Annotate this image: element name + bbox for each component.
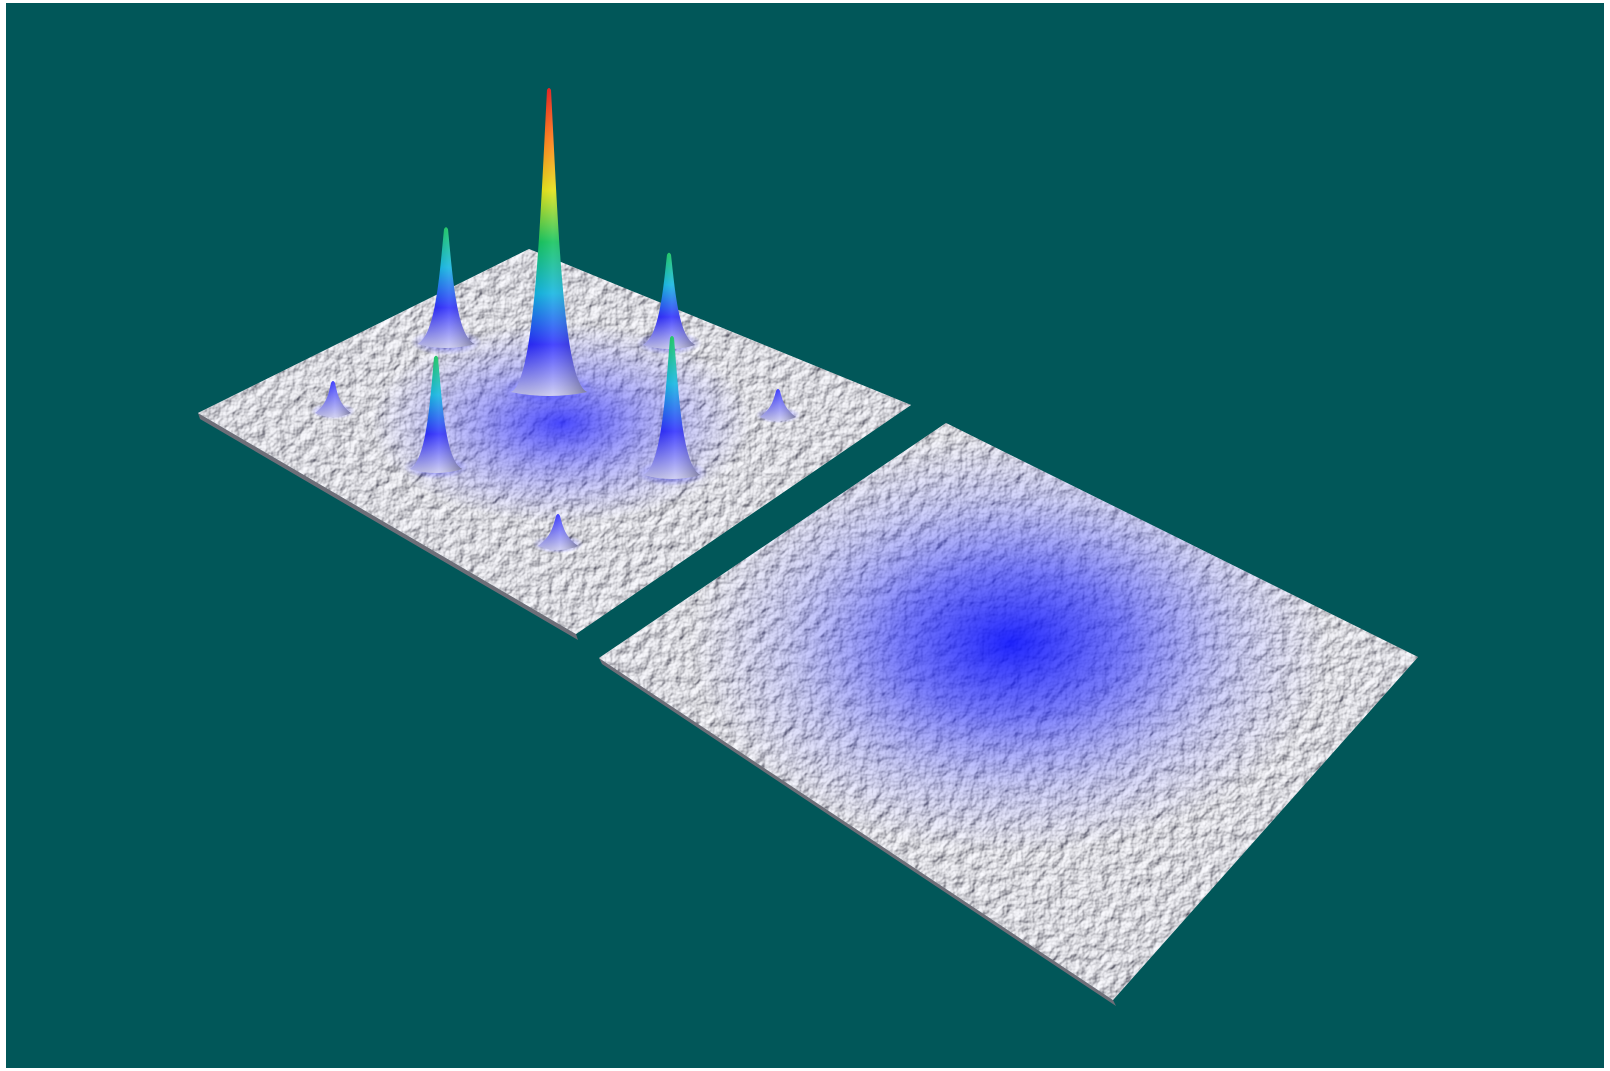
peak-1 bbox=[501, 88, 597, 408]
peak-8 bbox=[532, 514, 584, 554]
peak-shading bbox=[417, 227, 475, 348]
peak-2 bbox=[410, 227, 482, 356]
left-plate-edge bbox=[198, 413, 578, 640]
peak-6 bbox=[310, 381, 356, 420]
peak-5 bbox=[636, 336, 708, 487]
peak-shading bbox=[760, 389, 796, 421]
peak-4 bbox=[403, 355, 469, 480]
peak-shading bbox=[409, 355, 463, 473]
peak-7 bbox=[755, 389, 801, 424]
peak-shading bbox=[643, 336, 701, 479]
scene-frame bbox=[6, 3, 1604, 1068]
right-plate-edge bbox=[599, 658, 1116, 1006]
peak-shading bbox=[510, 88, 588, 396]
surface-plot-scene bbox=[6, 3, 1604, 1068]
peak-shading bbox=[642, 252, 696, 349]
right-plate-diffuse-blue-region bbox=[691, 433, 1331, 853]
peak-shading bbox=[315, 381, 351, 417]
peak-shading bbox=[537, 514, 579, 550]
peak-3 bbox=[636, 252, 702, 356]
peak-layer bbox=[310, 88, 801, 554]
